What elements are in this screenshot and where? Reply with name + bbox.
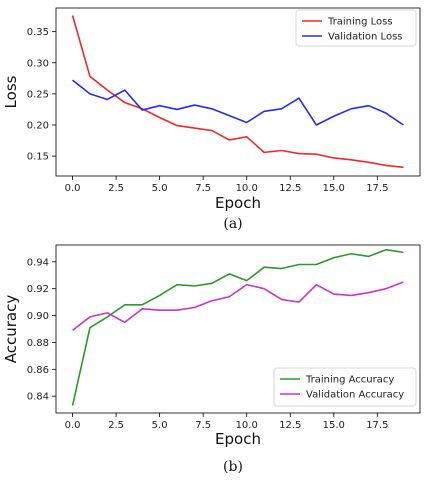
accuracy-x-tick-label: 7.5 [195,420,211,431]
loss-y-tick-label: 0.25 [27,89,49,100]
loss-x-tick-label: 15.0 [323,183,345,194]
accuracy-plot-frame [55,244,421,414]
accuracy-x-axis-label: Epoch [215,430,261,448]
accuracy-y-tick-label: 0.84 [27,392,49,403]
loss-x-axis-label: Epoch [215,194,261,212]
accuracy-x-tick-label: 2.5 [108,420,124,431]
loss-x-tick-label: 5.0 [152,183,168,194]
accuracy-y-axis-label: Accuracy [2,295,20,364]
training-loss-legend-label: Training Loss [327,17,393,28]
loss-x-tick-label: 7.5 [195,183,211,194]
accuracy-y-tick-label: 0.86 [27,365,49,376]
loss-chart: 0.0 2.5 5.0 7.5 10.0 12.5 15.0 17.5 0.15 0.20 0.25… [2,7,421,232]
loss-legend-box [295,9,417,47]
accuracy-x-tick-label: 10.0 [236,420,258,431]
accuracy-x-tick-label: 0.0 [65,420,81,431]
loss-caption: (a) [223,216,242,232]
accuracy-caption: (b) [223,459,243,475]
loss-y-tick-label: 0.35 [27,27,49,38]
accuracy-legend-box [273,367,417,407]
accuracy-y-tick-label: 0.92 [27,284,49,295]
validation-loss-legend-label: Validation Loss [328,32,403,43]
loss-x-tick-label: 12.5 [279,183,301,194]
accuracy-x-tick-label: 17.5 [366,420,388,431]
accuracy-x-tick-label: 12.5 [279,420,301,431]
loss-x-tick-label: 17.5 [366,183,388,194]
training-accuracy-line [71,248,404,406]
loss-x-tick-label: 2.5 [108,183,124,194]
accuracy-x-tick-label: 15.0 [323,420,345,431]
loss-y-tick-label: 0.20 [27,120,49,131]
accuracy-x-tick-label: 5.0 [152,420,168,431]
accuracy-y-tick-label: 0.90 [27,311,49,322]
training-accuracy-legend-label: Training Accuracy [305,375,394,386]
accuracy-y-tick-label: 0.94 [27,257,49,268]
loss-y-tick-label: 0.15 [27,152,49,163]
validation-accuracy-line [72,281,404,331]
loss-x-tick-label: 0.0 [65,183,81,194]
accuracy-y-tick-label: 0.88 [27,338,49,349]
validation-accuracy-legend-label: Validation Accuracy [306,390,404,401]
accuracy-chart: 0.0 2.5 5.0 7.5 10.0 12.5 15.0 17.5 0.84 0.86 0.88… [2,244,421,475]
loss-y-axis-label: Loss [2,75,20,108]
loss-x-tick-label: 10.0 [236,183,258,194]
training-loss-line [71,15,404,169]
loss-plot-frame [55,7,421,177]
validation-loss-line [72,79,404,126]
loss-y-tick-label: 0.30 [27,58,49,69]
